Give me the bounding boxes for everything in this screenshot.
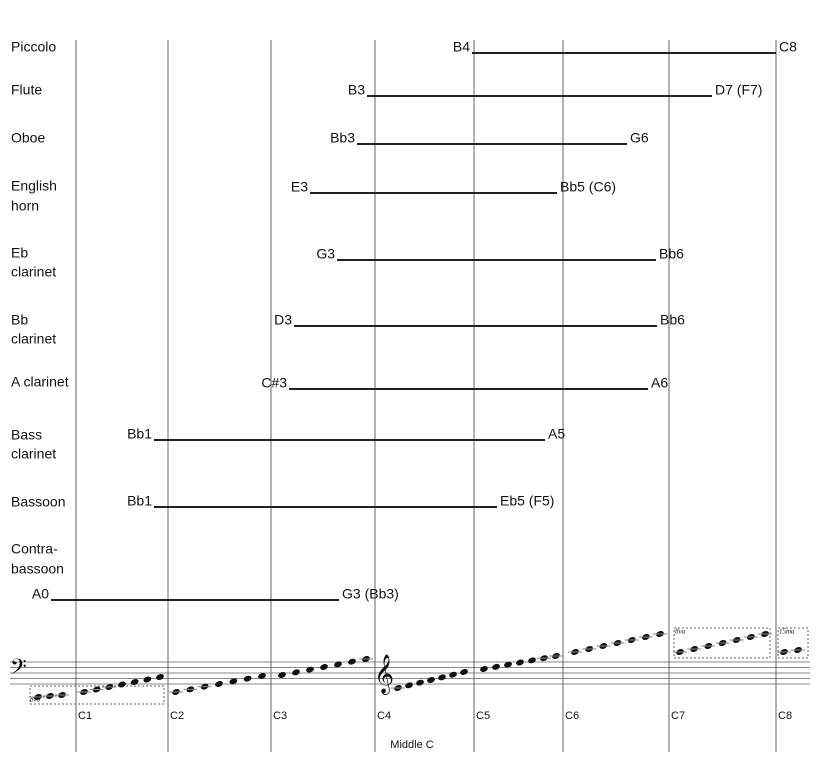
octave-label: C3 [273, 710, 287, 722]
bass-clef: 𝄢 [10, 654, 27, 684]
note [460, 669, 468, 675]
octave-label: C1 [78, 710, 92, 722]
octave-label: C6 [565, 710, 579, 722]
instrument-name: Contra- [11, 541, 58, 557]
high-note: A5 [548, 426, 565, 442]
low-note: E3 [291, 179, 308, 195]
high-note: Eb5 (F5) [500, 493, 554, 509]
low-note: G3 [316, 246, 335, 262]
low-note: Bb1 [127, 493, 152, 509]
octave-mark: 8va [675, 628, 686, 636]
staff: 𝄢 𝄞 8vb 8va 15ma [10, 627, 810, 705]
low-note: A0 [32, 586, 49, 602]
high-note: G3 (Bb3) [342, 586, 399, 602]
low-note: Bb3 [330, 130, 355, 146]
instrument-name: Bb [11, 312, 28, 328]
note [143, 676, 152, 683]
note [306, 666, 314, 673]
note [504, 661, 512, 668]
instrument-name: horn [11, 198, 39, 214]
note [278, 672, 286, 678]
note [405, 682, 413, 689]
octave-label: C2 [170, 710, 184, 722]
note [438, 674, 446, 681]
octave-box [777, 627, 809, 659]
note [243, 675, 252, 682]
octave-label: C7 [671, 710, 685, 722]
note [258, 673, 266, 679]
note [416, 679, 424, 686]
instrument-name: Oboe [11, 130, 45, 146]
octave-box [673, 627, 771, 659]
octave-label: C5 [476, 710, 490, 722]
note [215, 681, 223, 687]
high-note: Bb6 [660, 312, 685, 328]
instrument-name: clarinet [11, 331, 56, 347]
high-note: Bb5 (C6) [560, 179, 616, 195]
octave-mark: 15ma [779, 628, 795, 636]
instrument-name: clarinet [11, 264, 56, 280]
instrument-name: bassoon [11, 561, 64, 577]
note [320, 664, 328, 670]
note [229, 678, 238, 685]
low-note: C#3 [261, 375, 287, 391]
instrument-name: A clarinet [11, 374, 69, 390]
note [156, 674, 164, 680]
high-note: A6 [651, 375, 668, 391]
note [334, 661, 342, 668]
note [348, 658, 356, 665]
treble-clef: 𝄞 [374, 655, 394, 695]
octave-mark: 8vb [30, 696, 41, 704]
low-note: B4 [453, 39, 470, 55]
note [528, 657, 536, 664]
note [118, 681, 126, 688]
note [292, 669, 300, 676]
note [130, 679, 139, 685]
note [449, 671, 457, 678]
note [492, 663, 500, 670]
note [427, 677, 435, 683]
instrument-name: Bassoon [11, 494, 65, 510]
low-note: B3 [348, 82, 365, 98]
high-note: G6 [630, 130, 649, 146]
octave-label: C8 [778, 710, 792, 722]
low-note: D3 [274, 312, 292, 328]
instrument-name: English [11, 178, 57, 194]
instrument-name: Piccolo [11, 39, 56, 55]
instrument-name: clarinet [11, 446, 56, 462]
note [516, 659, 524, 666]
high-note: C8 [779, 39, 797, 55]
high-note: Bb6 [659, 246, 684, 262]
low-note: Bb1 [127, 426, 152, 442]
high-note: D7 (F7) [715, 82, 762, 98]
octave-label: C4 [377, 710, 391, 722]
middle-c-label: Middle C [390, 739, 433, 751]
instrument-name: Flute [11, 82, 42, 98]
instrument-name: Eb [11, 245, 28, 261]
instrument-name: Bass [11, 427, 42, 443]
note [480, 666, 488, 672]
